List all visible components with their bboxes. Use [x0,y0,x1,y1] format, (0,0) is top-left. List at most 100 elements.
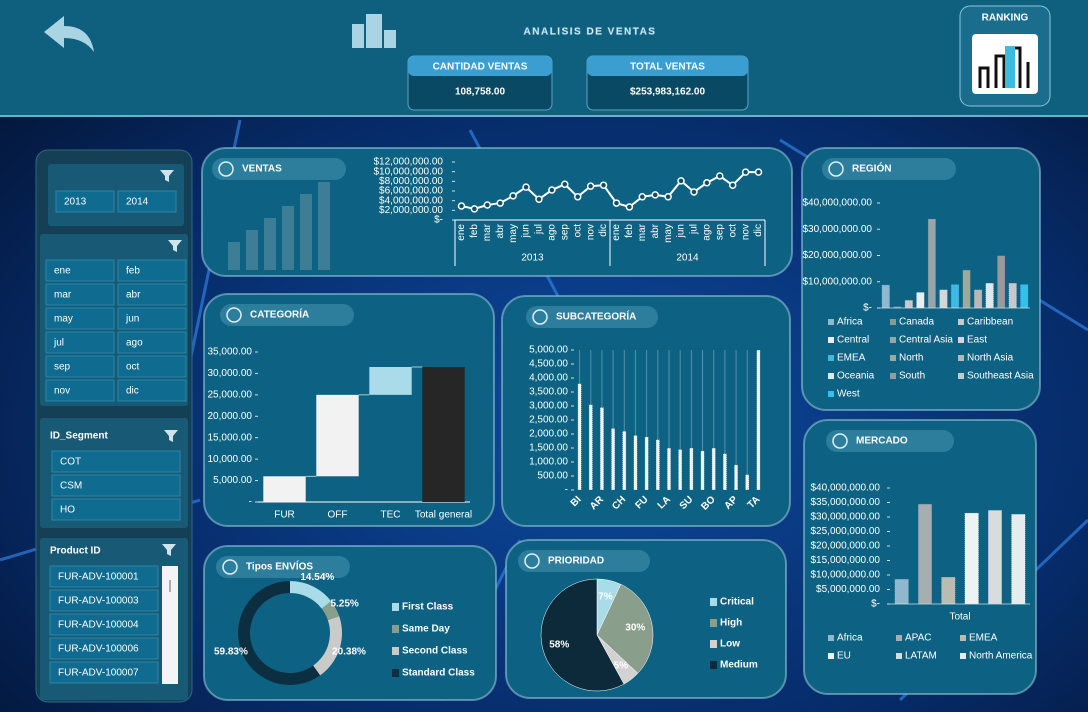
legend-label: LATAM [905,651,937,662]
slicer-button-label[interactable]: FUR-ADV-100001 [58,572,139,583]
title-icon [524,553,540,569]
scrollbar[interactable] [162,566,178,684]
slice [540,578,625,692]
legend-swatch [828,337,834,343]
bar [745,474,750,491]
slicer-button[interactable] [51,450,181,473]
legend-swatch [960,653,966,659]
slicer-button-label[interactable]: ago [126,338,143,349]
x-tick-label: ene [611,224,622,241]
ranking-label: RANKING [982,13,1029,24]
bar [711,447,716,491]
slicer-button-label[interactable]: COT [60,457,81,468]
legend-swatch [392,603,399,611]
point [599,181,608,189]
slice [321,601,340,621]
y-tick-label: 500.00 [537,471,568,482]
clear-filter-icon[interactable] [160,170,174,182]
slicer-button-label[interactable]: oct [126,362,140,373]
point [690,188,698,196]
point [664,193,672,201]
y-tick-label: $20,000,000.00 [810,541,880,552]
point [612,199,621,207]
y-tick-label: 30,000.00 [208,368,253,379]
slicer-button[interactable] [117,355,187,378]
bar [655,439,660,491]
slicer-button-label[interactable]: jun [125,314,139,325]
slicer-button[interactable] [45,331,115,354]
legend-swatch [828,635,834,641]
bar [700,450,705,491]
decor-figure [246,230,258,270]
clear-filter-icon[interactable] [168,240,182,252]
slicer-button-label[interactable]: may [54,314,73,325]
slicer-button[interactable] [55,190,115,213]
slicer-button-label[interactable]: sep [54,362,71,373]
legend-label: Critical [720,597,754,608]
title-pill [826,430,954,452]
slicer-button-label[interactable]: mar [54,290,72,301]
x-tick-label: may [663,224,674,243]
slicer-button-label[interactable]: FUR-ADV-100007 [58,668,139,679]
bar [588,404,593,491]
point [703,179,711,187]
y-tick-label: 3,000.00 [529,401,568,412]
bar [633,435,638,491]
slicer-button[interactable] [45,259,115,282]
title-pill [518,550,650,572]
slicer-button[interactable] [117,283,187,306]
slicer-button[interactable] [117,379,187,402]
slicer-button-label[interactable]: feb [126,266,140,277]
slicer-button-label[interactable]: 2014 [126,197,149,208]
slicer-button-label[interactable]: FUR-ADV-100006 [58,644,139,655]
slicer-button[interactable] [45,283,115,306]
bar [316,394,359,477]
slicer-button-label[interactable]: FUR-ADV-100003 [58,596,139,607]
slicer-button[interactable] [49,589,159,612]
slicer-button[interactable] [51,498,181,521]
slicer-button[interactable] [117,190,177,213]
y-tick-label: $12,000,000.00 [373,157,443,168]
ranking-icon-bar [1005,46,1015,88]
slicer-button[interactable] [49,613,159,636]
slicer-button[interactable] [117,307,187,330]
slicer-button[interactable] [117,331,187,354]
slicer-button-label[interactable]: CSM [60,481,82,492]
slicer-button[interactable] [45,379,115,402]
slicer-button-label[interactable]: 2013 [64,197,87,208]
title-pill [822,158,956,180]
back-arrow[interactable] [44,16,94,52]
slicer-button[interactable] [45,355,115,378]
slicer-button[interactable] [45,307,115,330]
clear-filter-icon[interactable] [162,544,176,556]
x-tick-label: sep [559,224,570,241]
y-tick-label: 25,000.00 [208,389,253,400]
slicer-button-label[interactable]: ene [54,266,71,277]
slicer-button[interactable] [49,637,159,660]
chart-title: MERCADO [856,436,908,447]
y-tick-label: 3,500.00 [529,387,568,398]
y-tick-label: $10,000,000.00 [810,570,880,581]
y-tick-label: $8,000,000.00 [379,176,443,187]
slicer-button-label[interactable]: abr [126,290,141,301]
legend-swatch [890,355,896,361]
slicer-button-label[interactable]: FUR-ADV-100004 [58,620,139,631]
slicer-button[interactable] [51,474,181,497]
y-tick-label: 2,000.00 [529,429,568,440]
x-group-label: 2013 [521,253,544,264]
slicer-button[interactable] [117,259,187,282]
bar [689,447,694,491]
slicer-button[interactable] [49,565,159,588]
legend-swatch [828,391,834,397]
slicer-button[interactable] [49,661,159,684]
slicer-button-label[interactable]: nov [54,386,70,397]
legend-label: North Asia [967,353,1014,364]
slicer-button-label[interactable]: dic [126,386,139,397]
slicer-button-label[interactable]: jul [53,338,64,349]
legend-label: Canada [899,317,934,328]
clear-filter-icon[interactable] [164,430,178,442]
slicer-button-label[interactable]: HO [60,505,75,516]
bar [881,284,891,309]
legend-swatch [958,319,964,325]
chart-title: Tipos ENVÍOS [246,560,313,573]
